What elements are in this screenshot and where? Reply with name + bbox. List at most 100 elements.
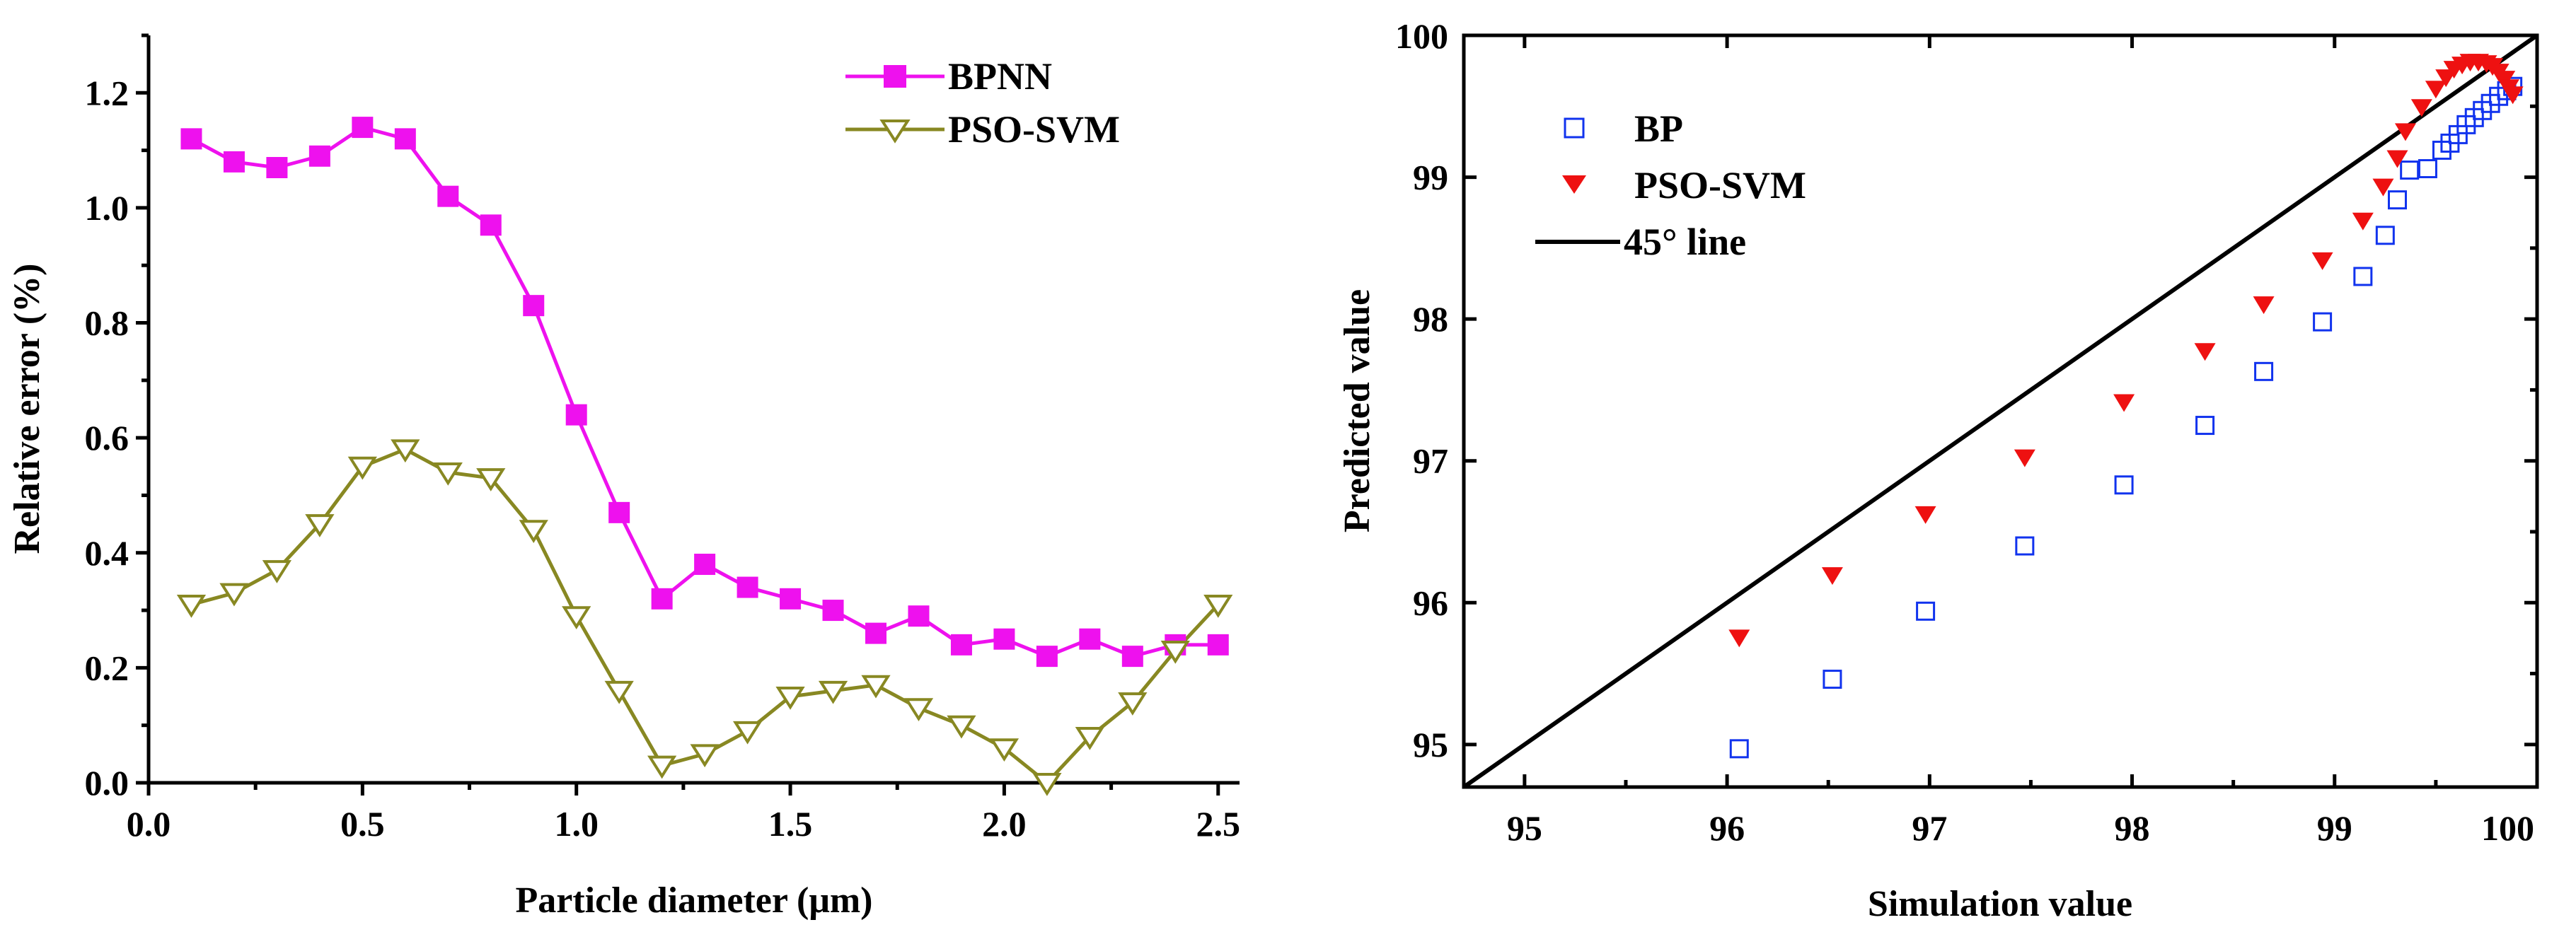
left-y-tick-label: 1.2 xyxy=(85,73,129,112)
bpnn-point xyxy=(180,128,202,150)
pso-svm-point xyxy=(604,680,634,704)
right-y-ticks: 95 96 97 98 99 100 xyxy=(1395,16,2537,764)
pso-svm-point xyxy=(433,462,463,486)
left-series-group xyxy=(176,117,1233,796)
legend-pso-svm-marker xyxy=(879,120,911,144)
right-x-tick-label: 100 xyxy=(2481,808,2534,848)
right-x-axis-title: Simulation value xyxy=(1868,884,2132,924)
pso-svm-point xyxy=(262,560,292,583)
left-y-tick-label: 0.6 xyxy=(85,418,129,458)
left-y-tick-label: 0.8 xyxy=(85,303,129,343)
legend-bpnn: BPNN xyxy=(845,55,1052,98)
right-x-ticks: 95 96 97 98 99 100 xyxy=(1507,35,2539,848)
bpnn-point xyxy=(993,628,1015,650)
right-y-tick-label: 99 xyxy=(1413,158,1448,197)
pso-svm-point xyxy=(947,715,976,739)
pso-svm-scatter-point xyxy=(1914,506,1936,524)
pso-svm-scatter-point xyxy=(2194,343,2216,361)
right-y-axis-title: Predicted value xyxy=(1337,289,1377,532)
bpnn-point xyxy=(223,151,245,173)
pso-svm-point xyxy=(989,738,1020,762)
pso-svm-point xyxy=(519,520,548,543)
pso-svm-scatter-point xyxy=(2386,150,2408,168)
pso-svm-point xyxy=(818,680,848,704)
bp-point xyxy=(1729,739,1749,759)
bpnn-point xyxy=(822,600,844,622)
left-x-tick-label: 0.5 xyxy=(340,804,385,844)
bpnn-point xyxy=(950,634,972,656)
pso-svm-point xyxy=(903,698,934,722)
bpnn-point xyxy=(780,588,802,610)
bpnn-point xyxy=(865,622,886,644)
pso-svm-scatter-point xyxy=(2253,296,2275,315)
legend-45-line: 45° line xyxy=(1535,221,1746,263)
left-x-tick-label: 2.0 xyxy=(982,804,1027,844)
pso-svm-scatter-point xyxy=(2014,449,2035,467)
pso-svm-point xyxy=(1032,773,1062,796)
left-series-line-bpnn xyxy=(190,125,1218,658)
bp-point xyxy=(2114,475,2134,495)
right-x-tick-label: 97 xyxy=(1912,808,1947,848)
legend-bpnn-marker xyxy=(884,65,906,88)
left-x-tick-label: 1.0 xyxy=(554,804,599,844)
pso-svm-point xyxy=(305,514,335,537)
bpnn-point xyxy=(352,117,374,139)
legend-bp-marker xyxy=(1564,117,1585,139)
bpnn-point xyxy=(1079,628,1101,650)
bpnn-point xyxy=(1207,634,1229,656)
pso-svm-point xyxy=(391,439,420,463)
legend-right-pso-svm-marker xyxy=(1562,175,1586,194)
bp-point xyxy=(2418,159,2437,179)
bpnn-point xyxy=(908,605,930,627)
pso-svm-scatter-point xyxy=(2113,394,2135,412)
pso-svm-scatter-point xyxy=(2410,99,2432,117)
right-x-tick-label: 95 xyxy=(1507,808,1542,848)
right-x-tick-label: 99 xyxy=(2317,808,2352,848)
pso-svm-point xyxy=(1160,640,1190,664)
right-y-tick-label: 95 xyxy=(1413,725,1448,764)
pso-svm-point xyxy=(476,468,506,491)
pso-svm-scatter-point xyxy=(2311,252,2333,270)
legend-bpnn-label: BPNN xyxy=(948,55,1052,98)
pso-svm-scatter-point xyxy=(1821,567,1843,586)
pso-svm-scatter-point xyxy=(1728,629,1750,648)
right-y-tick-label: 96 xyxy=(1413,583,1448,622)
left-x-axis-title: Particle diameter (μm) xyxy=(516,880,873,921)
right-x-tick-label: 98 xyxy=(2115,808,2150,848)
bp-point xyxy=(2353,267,2373,286)
bpnn-point xyxy=(266,157,288,179)
left-chart: 0.0 0.5 1.0 1.5 2.0 2.5 0.0 0.2 0.4 0.6 0.8 1.0 1.2… xyxy=(7,33,1240,921)
right-x-tick-label: 96 xyxy=(1709,808,1745,848)
pso-svm-point xyxy=(861,675,891,699)
right-chart: 95 96 97 98 99 100 95 96 97 98 99 100 Simulation v… xyxy=(1337,16,2539,924)
bpnn-point xyxy=(694,554,716,576)
pso-svm-point xyxy=(1118,692,1148,716)
pso-svm-point xyxy=(1075,726,1104,750)
pso-svm-scatter-point xyxy=(2372,178,2394,197)
legend-bp-label: BP xyxy=(1634,107,1683,150)
legend-45-line-label: 45° line xyxy=(1624,221,1746,263)
right-plot-frame xyxy=(1462,33,2539,789)
bpnn-point xyxy=(523,295,545,317)
left-y-tick-label: 0.2 xyxy=(85,648,129,687)
bpnn-point xyxy=(437,185,459,207)
bp-point xyxy=(2254,361,2274,381)
right-legend: BP PSO-SVM 45° line xyxy=(1535,107,1806,263)
pso-svm-scatter-point xyxy=(2352,212,2374,231)
legend-pso-svm: PSO-SVM xyxy=(845,108,1120,151)
right-y-tick-label: 97 xyxy=(1413,441,1448,481)
bpnn-point xyxy=(565,404,587,426)
bpnn-point xyxy=(308,145,330,167)
pso-svm-point xyxy=(176,594,207,618)
bpnn-point xyxy=(737,576,758,598)
bpnn-point xyxy=(651,588,673,610)
bp-point xyxy=(2375,226,2395,245)
bp-point xyxy=(2015,536,2035,556)
bp-point xyxy=(1916,601,1936,621)
pso-svm-scatter-point xyxy=(2502,86,2524,105)
left-y-tick-label: 0.4 xyxy=(85,533,129,573)
legend-bp: BP xyxy=(1564,107,1683,150)
left-series-line-pso-svm xyxy=(190,447,1220,786)
pso-svm-point xyxy=(347,456,377,480)
